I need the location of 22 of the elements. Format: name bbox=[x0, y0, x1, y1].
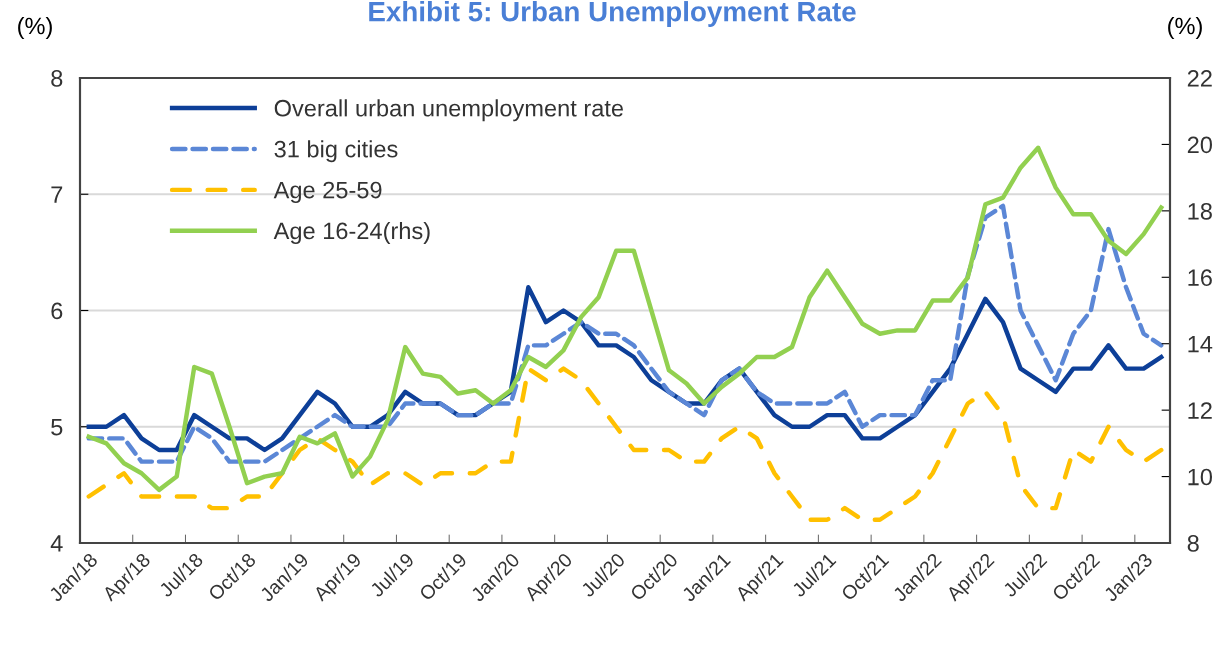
y2-tick-label: 16 bbox=[1188, 269, 1212, 287]
y-tick-label: 6 bbox=[51, 302, 63, 320]
line-series bbox=[86, 203, 1164, 464]
y2-tick-label: 12 bbox=[1188, 402, 1212, 419]
y-tick-label: 5 bbox=[51, 419, 63, 436]
legend-label: Age 25-59 bbox=[273, 181, 382, 204]
legend-label: 31 big cities bbox=[274, 140, 398, 163]
y-tick-label: 8 bbox=[51, 70, 63, 87]
chart-title: Exhibit 5: Urban Unemployment Rate bbox=[369, 1, 856, 27]
y2-axis-title: (%) bbox=[1168, 17, 1202, 39]
y2-tick-label: 22 bbox=[1187, 70, 1212, 87]
line-series bbox=[86, 366, 1164, 522]
y2-tick-label: 8 bbox=[1187, 535, 1199, 552]
y-tick-label: 7 bbox=[51, 186, 63, 203]
legend-label: Overall urban unemployment rate bbox=[274, 99, 623, 122]
y2-tick-label: 10 bbox=[1188, 468, 1213, 486]
y2-tick-label: 14 bbox=[1188, 336, 1213, 353]
y2-tick-label: 18 bbox=[1188, 202, 1212, 220]
y2-tick-label: 20 bbox=[1187, 136, 1213, 154]
legend-label: Age 16-24(rhs) bbox=[273, 221, 430, 244]
y-axis-title: (%) bbox=[18, 17, 52, 39]
y-tick-label: 4 bbox=[50, 535, 63, 552]
